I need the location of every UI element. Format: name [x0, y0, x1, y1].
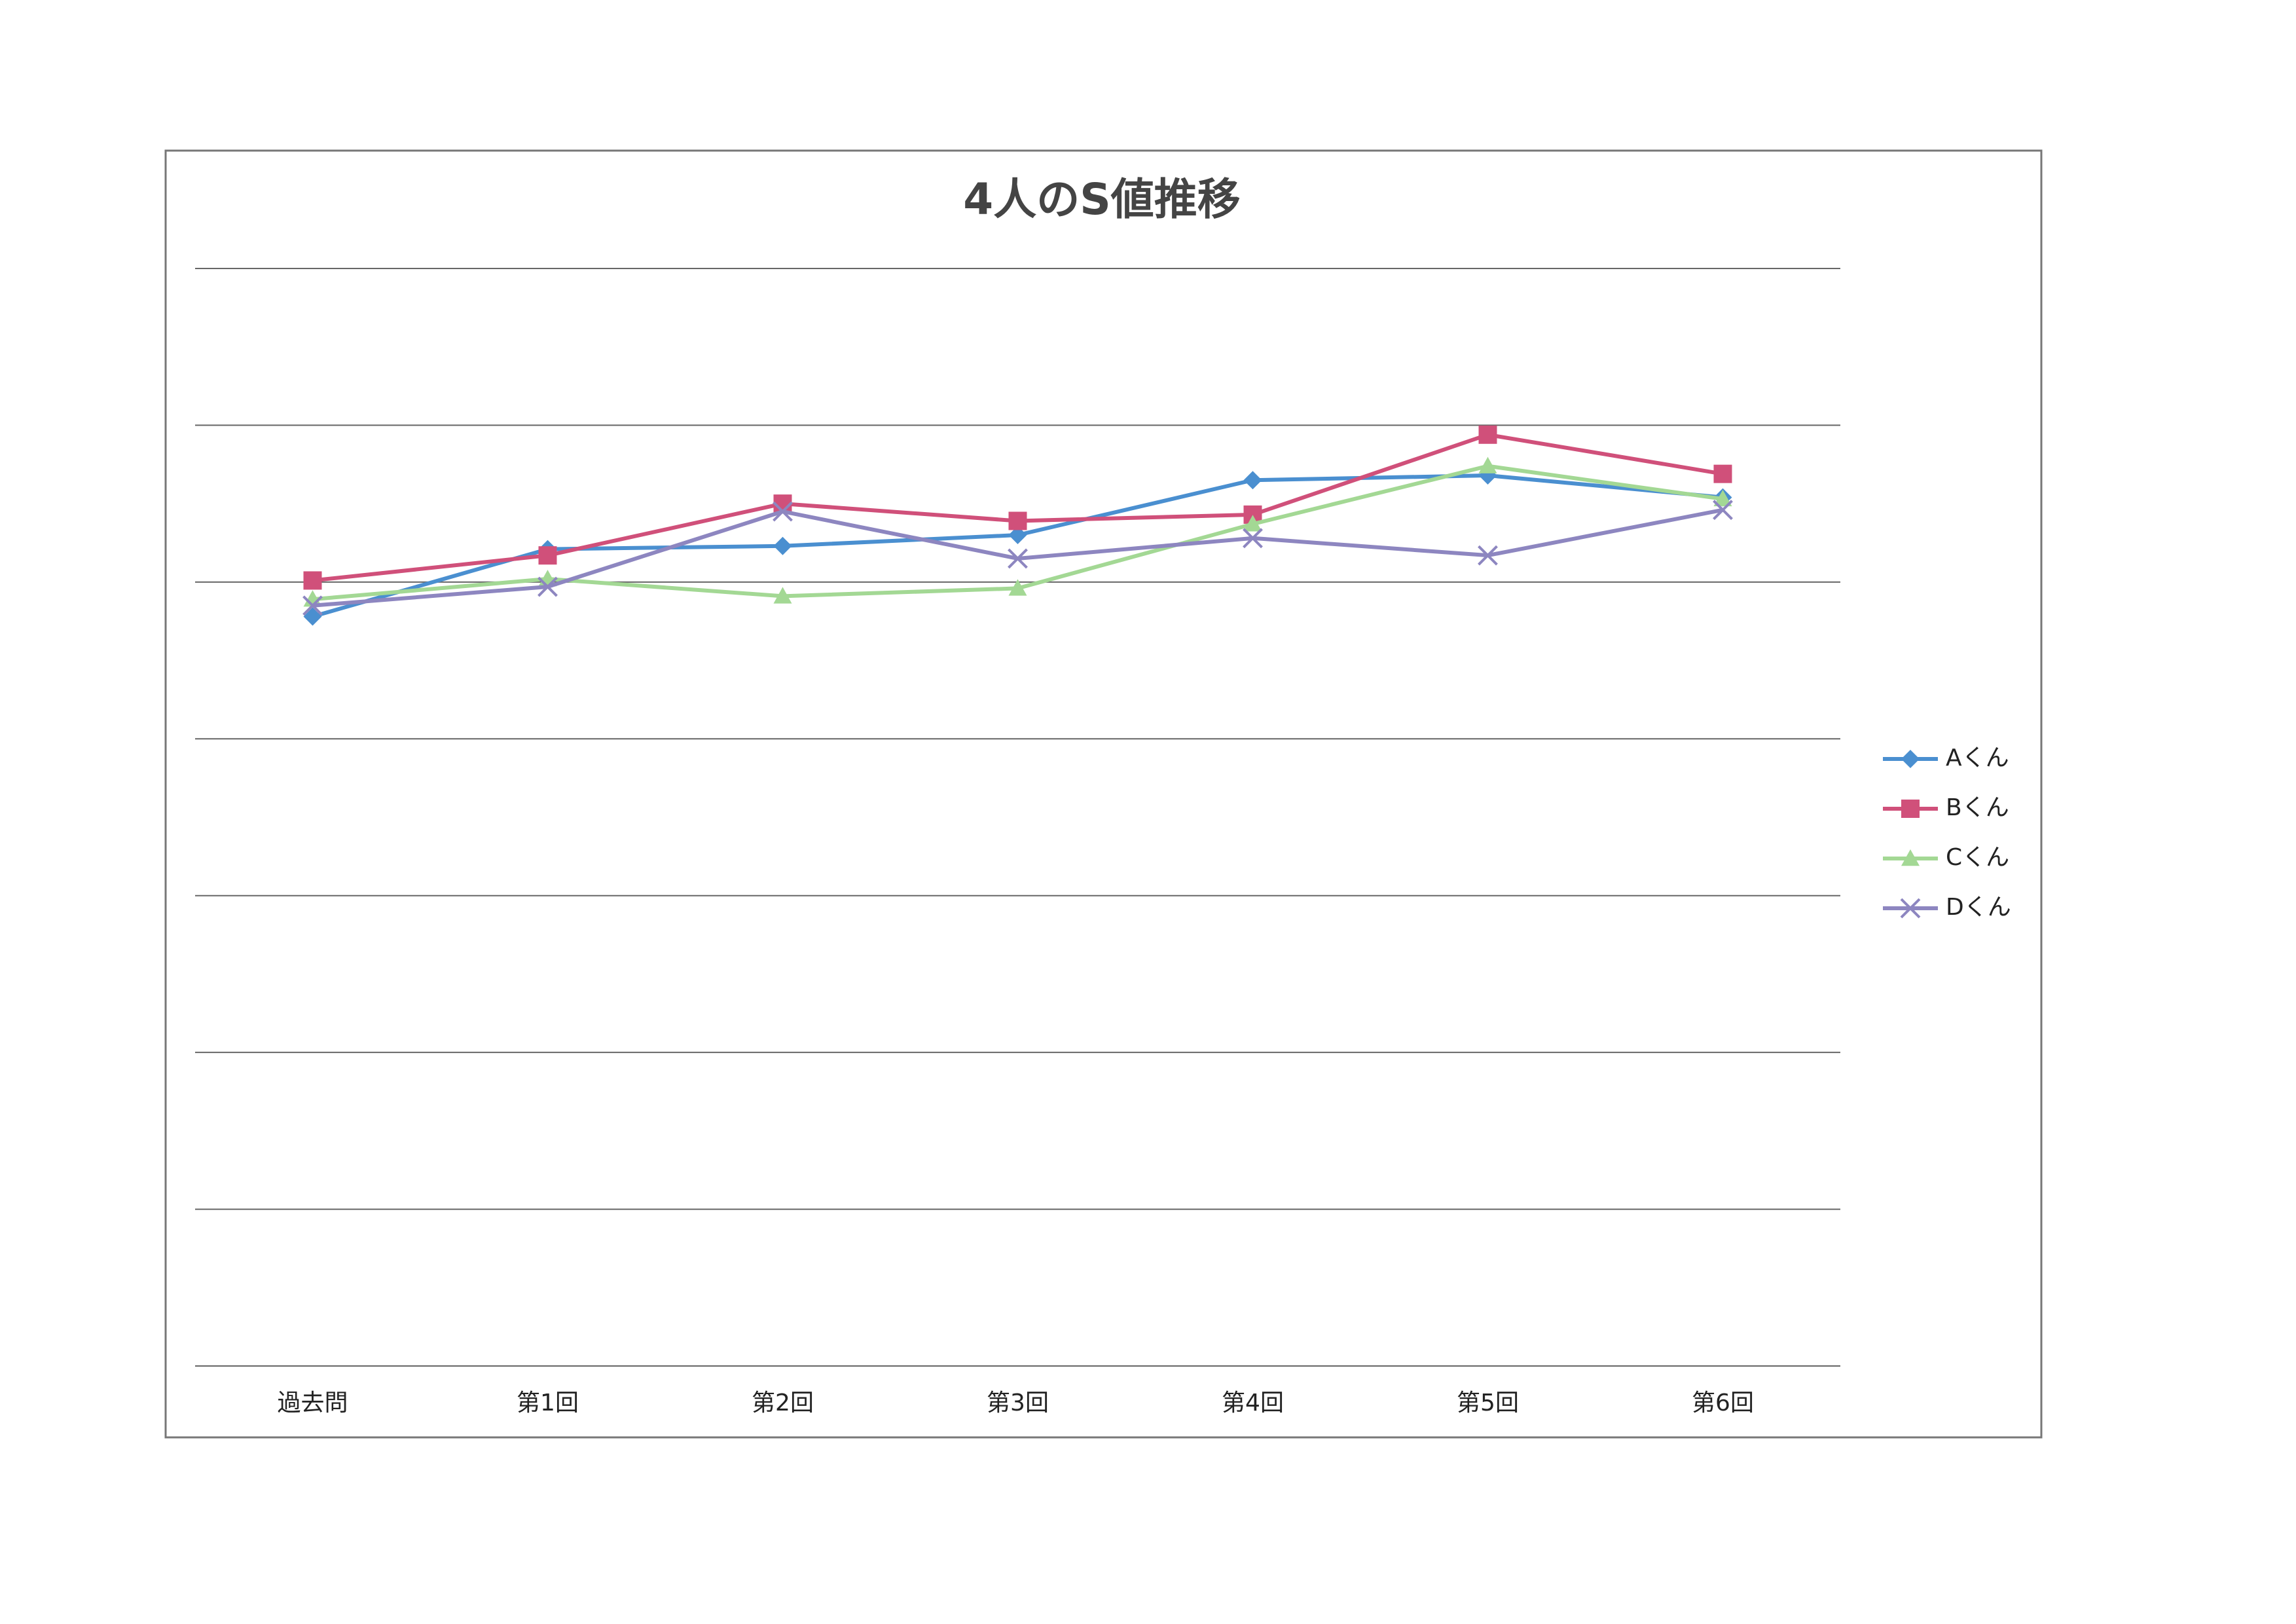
marker [1008, 526, 1027, 545]
marker [1713, 489, 1732, 507]
marker [1243, 471, 1262, 490]
legend-label: Aくん [1946, 745, 2009, 771]
marker [1478, 545, 1498, 566]
marker [1901, 800, 1920, 818]
legend-label: Dくん [1946, 894, 2011, 921]
marker [1900, 898, 1921, 919]
marker [1243, 515, 1262, 532]
marker [1901, 750, 1920, 768]
marker [302, 595, 323, 616]
marker [1008, 548, 1028, 569]
legend-label: Cくん [1946, 844, 2009, 871]
marker [773, 536, 792, 555]
x-tick-label: 過去問 [277, 1390, 348, 1416]
marker [1008, 579, 1027, 596]
x-tick-label: 第5回 [1457, 1390, 1519, 1416]
x-tick-label: 第6回 [1692, 1390, 1754, 1416]
chart-border [164, 149, 2043, 1439]
x-tick-label: 第3回 [987, 1390, 1049, 1416]
marker [773, 587, 792, 604]
marker [1713, 464, 1732, 483]
x-tick-label: 第4回 [1222, 1390, 1284, 1416]
x-tick-label: 第1回 [517, 1390, 579, 1416]
chart-title: 4人のS値推移 [963, 174, 1240, 225]
marker [1243, 528, 1263, 549]
x-tick-label: 第2回 [752, 1390, 814, 1416]
marker [538, 576, 558, 597]
marker [538, 546, 557, 565]
marker [773, 501, 793, 522]
marker [303, 571, 322, 590]
marker [1713, 500, 1733, 521]
marker [1008, 511, 1027, 530]
legend-label: Bくん [1946, 794, 2009, 821]
marker [1478, 456, 1497, 473]
marker [1901, 849, 1920, 866]
marker [1478, 425, 1497, 444]
